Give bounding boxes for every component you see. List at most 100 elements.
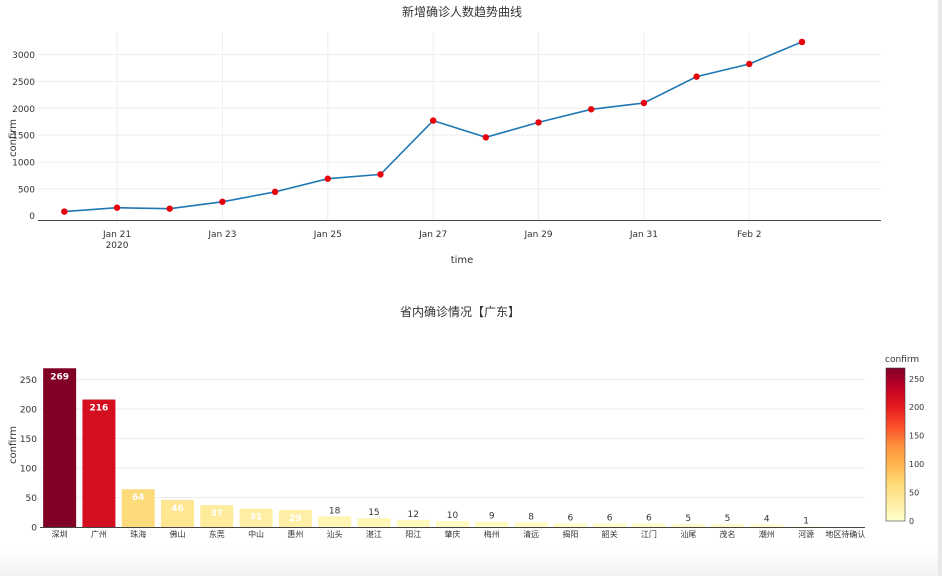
bar bbox=[43, 368, 77, 527]
bar-y-tick-label: 100 bbox=[20, 464, 37, 474]
bar-x-tick-label: 广州 bbox=[91, 529, 107, 539]
bar-chart-x-ticks: 深圳 广州 珠海 佛山 东莞 中山 惠州 汕头 湛江 阳江 肇庆 梅州 清远 揭阳 韶关 江门 汕尾 茂名 潮州 河源… bbox=[52, 529, 866, 539]
line-chart-title: 新增确诊人数趋势曲线 bbox=[402, 4, 522, 19]
line-series bbox=[61, 38, 806, 215]
line-marker bbox=[798, 38, 806, 46]
bar-data-label: 12 bbox=[407, 510, 418, 520]
bar bbox=[82, 399, 116, 527]
bar-x-tick-label: 珠海 bbox=[130, 529, 146, 539]
bar-data-label: 216 bbox=[90, 404, 109, 414]
bar-x-tick-label: 惠州 bbox=[287, 529, 303, 539]
line-marker bbox=[429, 117, 437, 124]
bar-data-label: 5 bbox=[725, 514, 731, 524]
bar-x-tick-label: 地区待确认 bbox=[825, 529, 865, 539]
line-y-tick-label: 2500 bbox=[12, 78, 35, 88]
bar bbox=[750, 524, 784, 527]
bar-x-tick-label: 汕头 bbox=[327, 529, 343, 539]
bar-chart-y-ticks: 0 50 100 150 200 250 bbox=[20, 376, 37, 534]
line-chart-y-axis-label: confirm bbox=[8, 119, 19, 157]
line-marker bbox=[640, 99, 648, 107]
bar-x-tick-label: 佛山 bbox=[170, 529, 186, 539]
bar-x-tick-label: 汕尾 bbox=[680, 529, 696, 539]
line-marker bbox=[113, 204, 121, 211]
bar-series: 269 216 64 46 37 31 29 18 15 12 10 9 8 6 6 6 5 5 4 1 bbox=[43, 368, 823, 527]
bar-data-label: 4 bbox=[764, 515, 770, 525]
bar-x-tick-label: 河源 bbox=[798, 529, 814, 539]
bar-x-tick-label: 清远 bbox=[523, 529, 539, 539]
line-marker bbox=[219, 198, 226, 205]
bar bbox=[200, 505, 234, 527]
bar-chart-gridlines bbox=[40, 378, 865, 498]
bar-x-tick-label: 东莞 bbox=[209, 529, 225, 539]
bar-x-tick-label: 中山 bbox=[248, 529, 264, 539]
bar bbox=[121, 489, 155, 527]
line-x-tick-label: Feb 2 bbox=[737, 230, 762, 240]
line-y-tick-label: 2000 bbox=[12, 105, 35, 115]
bar-data-label: 1 bbox=[803, 516, 809, 526]
line-marker bbox=[746, 60, 753, 68]
bar bbox=[161, 499, 194, 527]
line-x-tick-label: Jan 23 bbox=[207, 230, 236, 240]
bar-data-label: 9 bbox=[489, 512, 495, 522]
bar-x-tick-label: 梅州 bbox=[484, 529, 500, 539]
page-bottom-fade bbox=[0, 548, 938, 576]
bar-data-label: 18 bbox=[329, 506, 341, 516]
bar bbox=[436, 521, 469, 527]
bar bbox=[789, 526, 823, 527]
line-chart: 新增确诊人数趋势曲线 0 500 1000 1500 2000 2500 3000 Jan … bbox=[8, 4, 881, 266]
line-x-tick-label: Jan 31 bbox=[629, 230, 658, 240]
colorbar-title: confirm bbox=[885, 355, 919, 365]
bar-y-tick-label: 250 bbox=[20, 376, 37, 386]
bar-y-tick-label: 200 bbox=[20, 405, 37, 415]
bar bbox=[553, 523, 587, 527]
line-y-tick-label: 3000 bbox=[12, 51, 35, 61]
window-right-edge bbox=[938, 0, 942, 576]
colorbar-tick-label: 0 bbox=[909, 517, 914, 526]
bar-data-label: 8 bbox=[528, 512, 534, 522]
bar-y-tick-label: 150 bbox=[20, 435, 37, 445]
line-x-tick-label: Jan 21 bbox=[102, 230, 131, 240]
bar-x-tick-label: 揭阳 bbox=[562, 529, 578, 539]
line-marker bbox=[271, 188, 279, 196]
bar bbox=[278, 509, 312, 527]
bar-data-label: 6 bbox=[607, 513, 613, 523]
bar-chart-title: 省内确诊情况【广东】 bbox=[400, 305, 520, 319]
colorbar-tick-label: 200 bbox=[909, 403, 924, 412]
line-marker bbox=[166, 205, 173, 212]
colorbar-tick-label: 100 bbox=[909, 460, 924, 469]
line-x-tick-label: Jan 27 bbox=[418, 230, 447, 240]
line-y-tick-label: 500 bbox=[18, 185, 35, 195]
line-marker bbox=[324, 175, 331, 182]
bar-chart-y-axis-label: confirm bbox=[8, 426, 19, 464]
bar bbox=[632, 523, 666, 527]
colorbar-tick-label: 50 bbox=[909, 489, 919, 498]
colorbar: confirm 0 50 100 150 200 250 bbox=[885, 355, 924, 526]
bar-data-label: 6 bbox=[646, 513, 652, 523]
line-marker bbox=[482, 134, 490, 141]
bar-data-label: 10 bbox=[447, 511, 459, 521]
bar-data-label: 6 bbox=[567, 513, 573, 523]
line-y-tick-label: 1500 bbox=[12, 132, 35, 142]
bar-data-label: 64 bbox=[132, 493, 145, 503]
bar-data-label: 29 bbox=[289, 514, 302, 524]
bar-x-tick-label: 湛江 bbox=[366, 530, 382, 539]
line-chart-x-axis-label: time bbox=[451, 255, 474, 266]
line-x-tick-label: Jan 25 bbox=[313, 230, 342, 240]
bar-data-label: 15 bbox=[368, 508, 379, 518]
line-y-tick-label: 1000 bbox=[12, 158, 35, 168]
bar-y-tick-label: 0 bbox=[31, 524, 37, 534]
line-marker bbox=[535, 119, 542, 126]
line-marker bbox=[377, 171, 384, 178]
bar-data-label: 31 bbox=[250, 513, 263, 523]
colorbar-tick-label: 250 bbox=[909, 375, 924, 384]
line-chart-gridlines bbox=[38, 32, 881, 220]
line-x-tick-sublabel: 2020 bbox=[106, 241, 129, 251]
bar-data-label: 46 bbox=[171, 504, 184, 514]
bar-x-tick-label: 深圳 bbox=[52, 529, 68, 539]
bar bbox=[514, 522, 548, 527]
bar bbox=[711, 524, 744, 527]
colorbar-ticks: 0 50 100 150 200 250 bbox=[909, 375, 924, 526]
